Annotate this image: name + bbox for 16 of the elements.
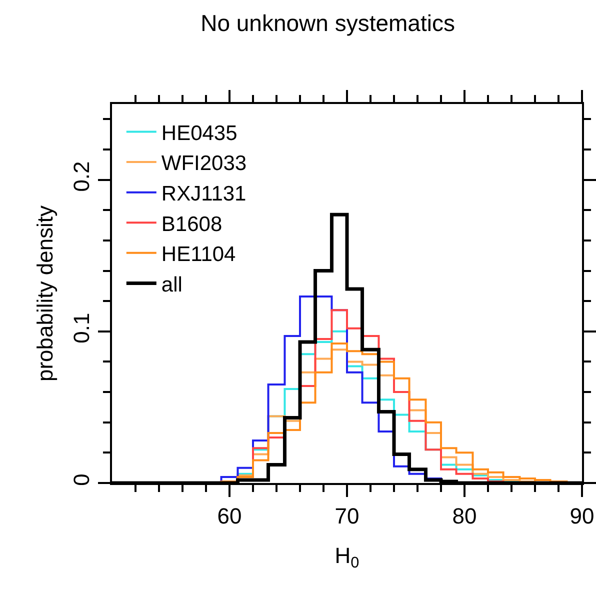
chart-title: No unknown systematics [200, 10, 455, 36]
legend-label: HE0435 [161, 122, 238, 145]
y-tick-label: 0 [69, 474, 94, 486]
legend-label: HE1104 [161, 243, 236, 266]
y-tick-label: 0.2 [69, 161, 94, 192]
legend-label: all [161, 273, 182, 296]
x-tick-label: 60 [217, 503, 242, 528]
x-tick-label: 80 [452, 503, 477, 528]
legend-label: WFI2033 [161, 152, 247, 176]
legend-label: B1608 [161, 212, 222, 236]
x-axis-title: H$_{0}$ [334, 542, 360, 572]
x-tick-label: 90 [570, 503, 594, 528]
x-tick-label: 70 [334, 503, 360, 528]
y-tick-label: 0.1 [69, 312, 94, 344]
legend-label: RXJ1131 [161, 182, 246, 206]
y-axis-title: probability density [32, 205, 58, 382]
